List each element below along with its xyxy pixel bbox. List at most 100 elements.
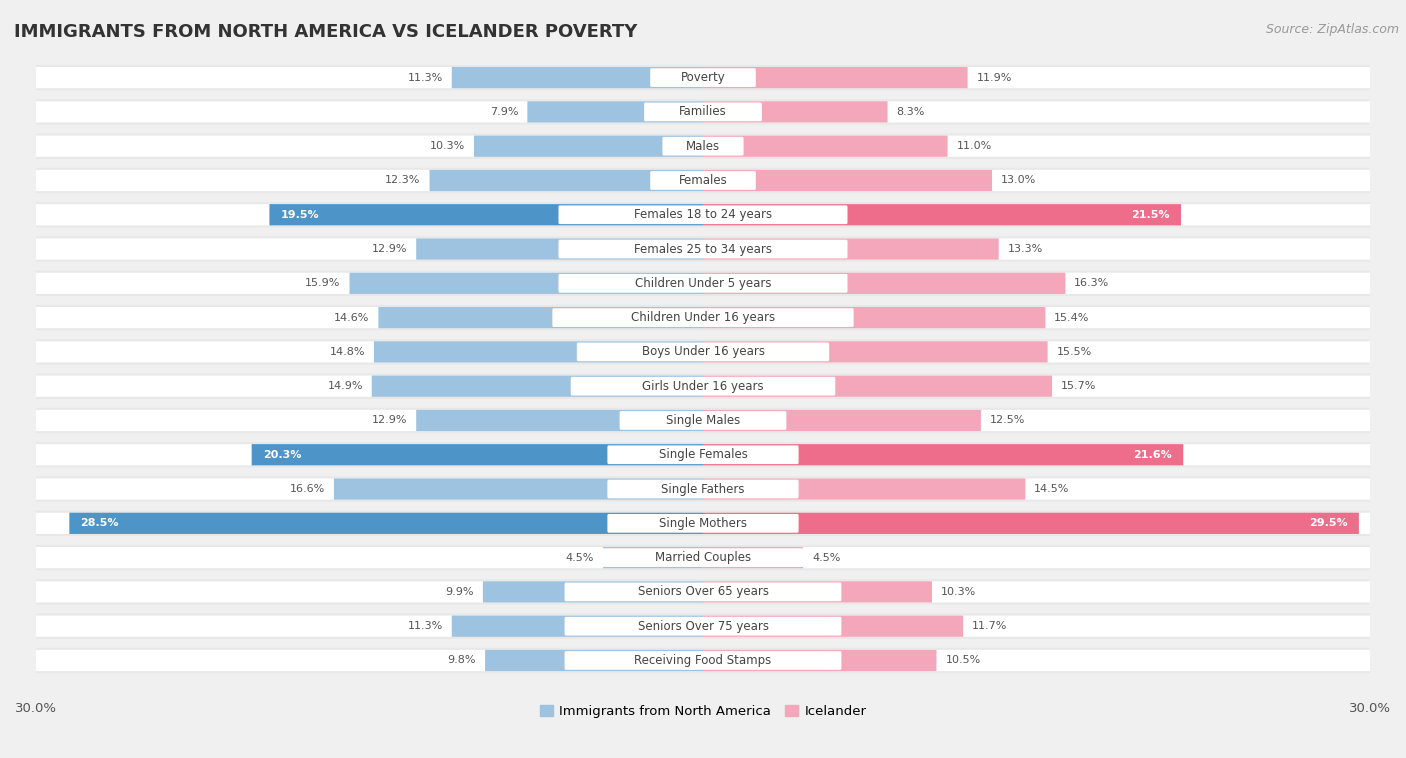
FancyBboxPatch shape: [571, 377, 835, 396]
FancyBboxPatch shape: [37, 579, 1369, 605]
FancyBboxPatch shape: [703, 204, 1181, 225]
FancyBboxPatch shape: [37, 341, 1369, 362]
FancyBboxPatch shape: [37, 305, 1369, 330]
FancyBboxPatch shape: [37, 168, 1369, 193]
Text: 13.3%: 13.3%: [1008, 244, 1043, 254]
FancyBboxPatch shape: [350, 273, 703, 294]
Text: 15.7%: 15.7%: [1062, 381, 1097, 391]
FancyBboxPatch shape: [565, 617, 841, 635]
FancyBboxPatch shape: [37, 410, 1369, 431]
Text: 7.9%: 7.9%: [489, 107, 519, 117]
FancyBboxPatch shape: [429, 170, 703, 191]
FancyBboxPatch shape: [703, 239, 998, 260]
Text: 16.6%: 16.6%: [290, 484, 325, 494]
FancyBboxPatch shape: [37, 133, 1369, 159]
Text: 20.3%: 20.3%: [263, 449, 301, 460]
FancyBboxPatch shape: [37, 442, 1369, 468]
Text: 4.5%: 4.5%: [811, 553, 841, 562]
Text: 12.9%: 12.9%: [371, 244, 408, 254]
FancyBboxPatch shape: [576, 343, 830, 362]
FancyBboxPatch shape: [703, 410, 981, 431]
FancyBboxPatch shape: [558, 240, 848, 258]
FancyBboxPatch shape: [37, 340, 1369, 365]
FancyBboxPatch shape: [703, 615, 963, 637]
FancyBboxPatch shape: [37, 408, 1369, 433]
FancyBboxPatch shape: [703, 341, 1047, 362]
FancyBboxPatch shape: [703, 375, 1052, 397]
Text: Single Mothers: Single Mothers: [659, 517, 747, 530]
Text: 10.3%: 10.3%: [430, 141, 465, 151]
Text: 29.5%: 29.5%: [1309, 518, 1348, 528]
FancyBboxPatch shape: [374, 341, 703, 362]
Text: 12.9%: 12.9%: [371, 415, 408, 425]
Text: Receiving Food Stamps: Receiving Food Stamps: [634, 654, 772, 667]
FancyBboxPatch shape: [37, 273, 1369, 294]
FancyBboxPatch shape: [37, 547, 1369, 568]
FancyBboxPatch shape: [703, 512, 1358, 534]
FancyBboxPatch shape: [703, 547, 803, 568]
FancyBboxPatch shape: [558, 205, 848, 224]
FancyBboxPatch shape: [703, 67, 967, 88]
Text: Females 25 to 34 years: Females 25 to 34 years: [634, 243, 772, 255]
FancyBboxPatch shape: [416, 410, 703, 431]
FancyBboxPatch shape: [37, 102, 1369, 123]
Text: 11.0%: 11.0%: [956, 141, 991, 151]
Text: Boys Under 16 years: Boys Under 16 years: [641, 346, 765, 359]
FancyBboxPatch shape: [37, 375, 1369, 397]
FancyBboxPatch shape: [703, 307, 1046, 328]
FancyBboxPatch shape: [703, 478, 1025, 500]
Text: Single Males: Single Males: [666, 414, 740, 427]
Text: 21.6%: 21.6%: [1133, 449, 1173, 460]
Text: 15.9%: 15.9%: [305, 278, 340, 288]
Text: 21.5%: 21.5%: [1132, 210, 1170, 220]
Text: 12.3%: 12.3%: [385, 176, 420, 186]
FancyBboxPatch shape: [565, 583, 841, 601]
FancyBboxPatch shape: [37, 478, 1369, 500]
Text: 19.5%: 19.5%: [281, 210, 319, 220]
FancyBboxPatch shape: [37, 650, 1369, 671]
FancyBboxPatch shape: [37, 545, 1369, 570]
Text: 12.5%: 12.5%: [990, 415, 1025, 425]
Text: 14.8%: 14.8%: [329, 347, 366, 357]
Text: Seniors Over 75 years: Seniors Over 75 years: [637, 620, 769, 633]
FancyBboxPatch shape: [378, 307, 703, 328]
FancyBboxPatch shape: [37, 444, 1369, 465]
FancyBboxPatch shape: [482, 581, 703, 603]
FancyBboxPatch shape: [37, 374, 1369, 399]
Text: Single Fathers: Single Fathers: [661, 483, 745, 496]
Text: 11.9%: 11.9%: [977, 73, 1012, 83]
FancyBboxPatch shape: [252, 444, 703, 465]
FancyBboxPatch shape: [603, 547, 703, 568]
Text: IMMIGRANTS FROM NORTH AMERICA VS ICELANDER POVERTY: IMMIGRANTS FROM NORTH AMERICA VS ICELAND…: [14, 23, 637, 41]
Text: 11.3%: 11.3%: [408, 622, 443, 631]
Text: Females: Females: [679, 174, 727, 187]
Text: Females 18 to 24 years: Females 18 to 24 years: [634, 208, 772, 221]
Text: 10.3%: 10.3%: [941, 587, 976, 597]
Text: 11.3%: 11.3%: [408, 73, 443, 83]
FancyBboxPatch shape: [37, 581, 1369, 603]
FancyBboxPatch shape: [37, 307, 1369, 328]
Text: Source: ZipAtlas.com: Source: ZipAtlas.com: [1265, 23, 1399, 36]
FancyBboxPatch shape: [485, 650, 703, 671]
Text: 15.5%: 15.5%: [1056, 347, 1092, 357]
FancyBboxPatch shape: [335, 478, 703, 500]
FancyBboxPatch shape: [703, 102, 887, 123]
Text: 13.0%: 13.0%: [1001, 176, 1036, 186]
Text: 28.5%: 28.5%: [80, 518, 120, 528]
Text: Males: Males: [686, 139, 720, 152]
Text: 10.5%: 10.5%: [945, 656, 980, 666]
Text: Children Under 5 years: Children Under 5 years: [634, 277, 772, 290]
FancyBboxPatch shape: [474, 136, 703, 157]
FancyBboxPatch shape: [37, 476, 1369, 502]
FancyBboxPatch shape: [703, 581, 932, 603]
Text: Children Under 16 years: Children Under 16 years: [631, 311, 775, 324]
FancyBboxPatch shape: [37, 204, 1369, 225]
Text: Seniors Over 65 years: Seniors Over 65 years: [637, 585, 769, 598]
FancyBboxPatch shape: [37, 170, 1369, 191]
Text: Poverty: Poverty: [681, 71, 725, 84]
FancyBboxPatch shape: [703, 136, 948, 157]
FancyBboxPatch shape: [37, 648, 1369, 673]
FancyBboxPatch shape: [37, 512, 1369, 534]
FancyBboxPatch shape: [602, 548, 804, 567]
Text: Married Couples: Married Couples: [655, 551, 751, 564]
